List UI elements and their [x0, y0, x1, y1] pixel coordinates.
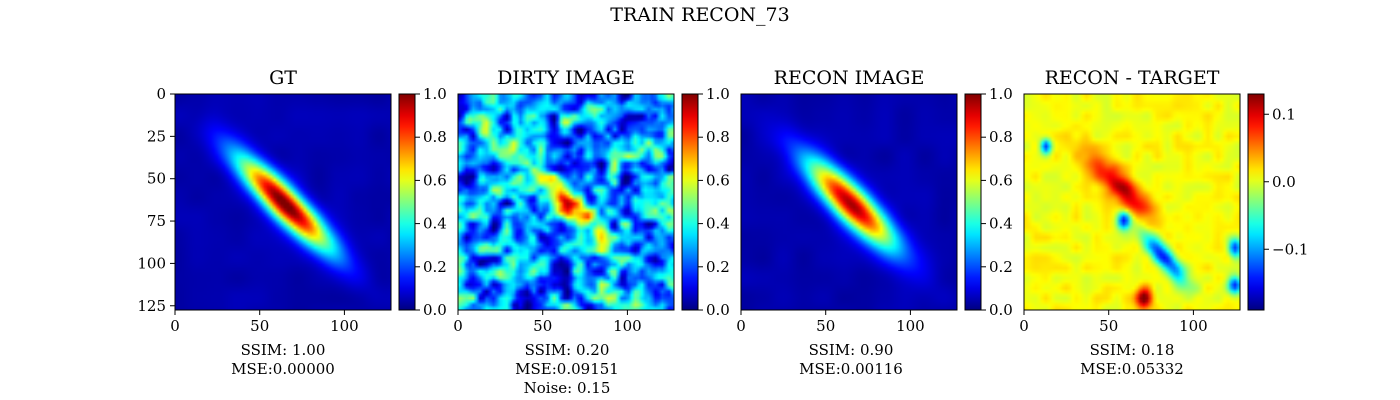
colorbar: [398, 93, 416, 311]
colorbar-tick-label: 0.4: [989, 215, 1013, 233]
heatmap-image: [175, 94, 391, 310]
x-tick-label: 0: [1019, 317, 1029, 335]
colorbar-tick-label: 0.4: [706, 215, 730, 233]
x-tick-label: 0: [736, 317, 746, 335]
subplot-caption: SSIM: 1.00 MSE:0.00000: [153, 341, 413, 379]
colorbar-tick-label: 0.6: [423, 171, 447, 189]
colorbar-tick-label: 0.2: [423, 258, 447, 276]
colorbar-tick-label: 1.0: [706, 85, 730, 103]
colorbar-tick-label: 0.2: [706, 258, 730, 276]
subplot-title: RECON IMAGE: [773, 67, 925, 89]
x-tick-label: 100: [896, 317, 925, 335]
caption-line: MSE:0.05332: [1080, 360, 1184, 378]
x-tick-label: 50: [816, 317, 835, 335]
y-tick-label: 0: [156, 85, 166, 103]
figure-title: TRAIN RECON_73: [610, 4, 790, 26]
colorbar: [964, 93, 982, 311]
x-tick-label: 50: [250, 317, 269, 335]
x-tick-label: 100: [1179, 317, 1208, 335]
colorbar-tick-label: 0.1: [1272, 105, 1296, 123]
colorbar-tick-label: 0.0: [423, 301, 447, 319]
x-tick-label: 0: [170, 317, 180, 335]
caption-line: SSIM: 0.20: [524, 341, 610, 359]
colorbar-tick-label: 0.4: [423, 215, 447, 233]
caption-line: MSE:0.09151: [515, 360, 619, 378]
colorbar-tick-label: 0.0: [989, 301, 1013, 319]
heatmap-image: [458, 94, 674, 310]
colorbar-tick-label: 0.0: [1272, 173, 1296, 191]
colorbar-tick-label: 0.8: [423, 128, 447, 146]
colorbar-tick-label: 0.2: [989, 258, 1013, 276]
subplot-caption: SSIM: 0.20 MSE:0.09151 Noise: 0.15: [437, 341, 697, 398]
y-tick-label: 100: [137, 254, 166, 272]
subplot-2: 0 50 100 0.0 0.2 0.4 0.6 0.8 1.0: [453, 85, 730, 335]
x-tick-label: 50: [533, 317, 552, 335]
subplot-title: DIRTY IMAGE: [497, 67, 635, 89]
x-tick-label: 0: [453, 317, 463, 335]
subplot-4: 0 50 100 0.1 0.0 −0.1: [1019, 93, 1308, 335]
y-tick-label: 125: [137, 297, 166, 315]
caption-line: MSE:0.00116: [799, 360, 903, 378]
colorbar: [681, 93, 699, 311]
y-tick-label: 75: [147, 212, 166, 230]
axes-frame: [174, 93, 392, 311]
colorbar: [1247, 93, 1265, 311]
heatmap-image: [1024, 94, 1240, 310]
caption-line: Noise: 0.15: [523, 379, 611, 397]
colorbar-tick-label: 0.8: [706, 128, 730, 146]
x-tick-label: 50: [1099, 317, 1118, 335]
subplot-caption: SSIM: 0.18 MSE:0.05332: [1002, 341, 1262, 379]
caption-line: SSIM: 0.18: [1089, 341, 1175, 359]
x-tick-label: 100: [330, 317, 359, 335]
caption-line: SSIM: 0.90: [808, 341, 894, 359]
axes-frame: [1023, 93, 1241, 311]
axes-frame: [457, 93, 675, 311]
subplot-title: GT: [269, 67, 297, 89]
colorbar-tick-label: −0.1: [1272, 240, 1308, 258]
subplot-3: 0 50 100 0.0 0.2 0.4 0.6 0.8 1.0: [736, 85, 1013, 335]
colorbar-tick-label: 1.0: [423, 85, 447, 103]
colorbar-tick-label: 1.0: [989, 85, 1013, 103]
colorbar-tick-label: 0.6: [989, 171, 1013, 189]
y-tick-label: 50: [147, 170, 166, 188]
y-tick-label: 25: [147, 127, 166, 145]
colorbar-tick-label: 0.8: [989, 128, 1013, 146]
caption-line: MSE:0.00000: [231, 360, 335, 378]
axes-frame: [740, 93, 958, 311]
subplot-title: RECON - TARGET: [1044, 67, 1220, 89]
heatmap-image: [741, 94, 957, 310]
subplot-caption: SSIM: 0.90 MSE:0.00116: [721, 341, 981, 379]
colorbar-tick-label: 0.0: [706, 301, 730, 319]
caption-line: SSIM: 1.00: [240, 341, 326, 359]
subplot-1: 0 50 100 0 25 50 75 100 125 0.0 0.2 0.4 0.6 0.8 1.0: [137, 85, 447, 335]
colorbar-tick-label: 0.6: [706, 171, 730, 189]
x-tick-label: 100: [613, 317, 642, 335]
